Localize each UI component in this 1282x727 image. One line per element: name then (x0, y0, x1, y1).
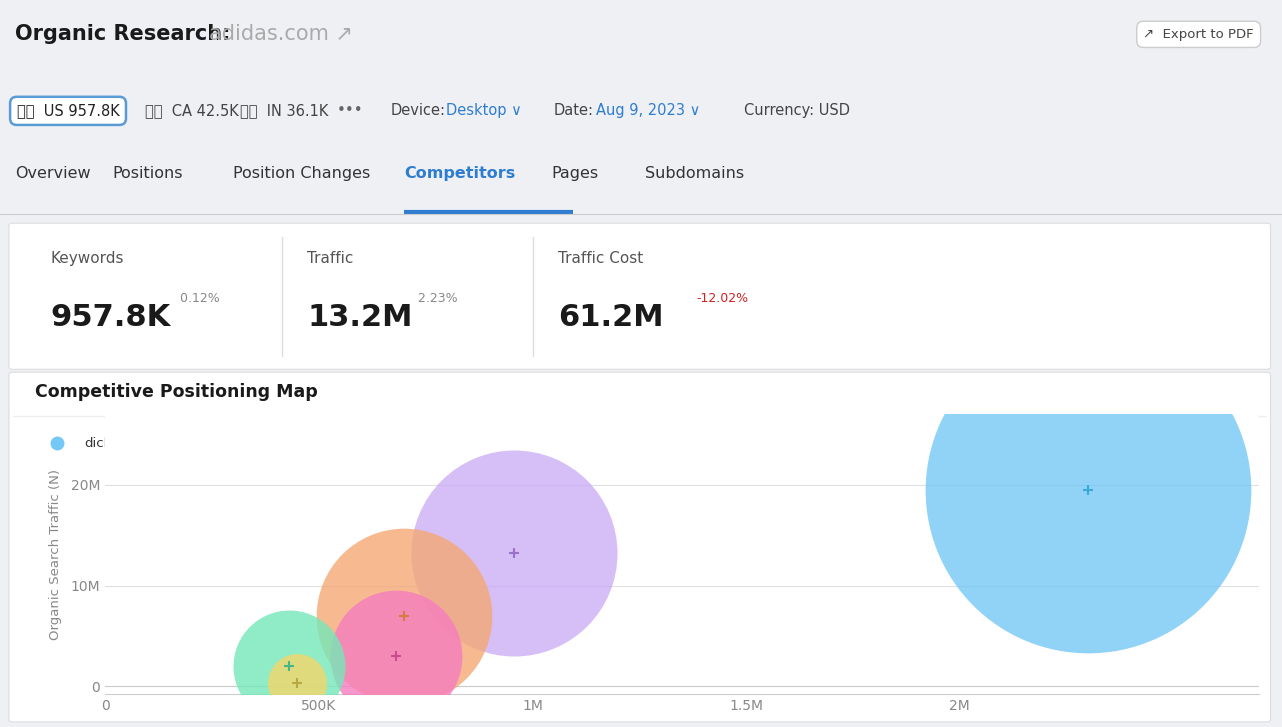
Text: 🇮🇳  IN 36.1K: 🇮🇳 IN 36.1K (240, 103, 328, 119)
Text: Positions: Positions (113, 166, 183, 181)
Text: Competitors: Competitors (404, 166, 515, 181)
Text: ↗  Export to PDF: ↗ Export to PDF (1144, 28, 1254, 41)
Point (504, 547, 524, 559)
Text: Traffic: Traffic (308, 251, 354, 266)
Text: Aug 9, 2023 ∨: Aug 9, 2023 ∨ (596, 103, 700, 119)
Text: finishline.com: finishline.com (278, 437, 372, 450)
Text: 🇺🇸  US 957.8K: 🇺🇸 US 957.8K (17, 103, 119, 119)
Text: Device:: Device: (391, 103, 446, 119)
Point (1078, 484, 1099, 496)
Text: 🇨🇦  CA 42.5K: 🇨🇦 CA 42.5K (145, 103, 238, 119)
Text: adidas.com ↗: adidas.com ↗ (209, 24, 353, 44)
Text: Currency: USD: Currency: USD (744, 103, 850, 119)
Text: 957.8K: 957.8K (50, 303, 171, 332)
Point (278, 660, 299, 672)
Text: Pages: Pages (551, 166, 599, 181)
Y-axis label: Organic Search Traffic (N): Organic Search Traffic (N) (49, 469, 63, 640)
Point (287, 677, 308, 688)
Text: adidas.com: adidas.com (974, 437, 1051, 450)
Text: Position Changes: Position Changes (233, 166, 370, 181)
Text: Organic Research:: Organic Research: (15, 24, 231, 44)
Text: Subdomains: Subdomains (645, 166, 744, 181)
Text: •••: ••• (337, 103, 364, 119)
Point (394, 610, 414, 622)
Text: dickssportinggoods.com: dickssportinggoods.com (85, 437, 246, 450)
Text: 0.12%: 0.12% (176, 292, 219, 305)
Text: 61.2M: 61.2M (558, 303, 664, 332)
Text: sportsdirect.com: sportsdirect.com (812, 437, 923, 450)
Text: Competitive Positioning Map: Competitive Positioning Map (36, 383, 318, 401)
Text: Date:: Date: (554, 103, 594, 119)
Text: Desktop ∨: Desktop ∨ (446, 103, 522, 119)
Text: 2.23%: 2.23% (414, 292, 458, 305)
Text: Overview: Overview (15, 166, 91, 181)
Text: footlocker.com: footlocker.com (467, 437, 564, 450)
Text: 13.2M: 13.2M (308, 303, 413, 332)
Point (386, 650, 406, 662)
Text: hibbett.com: hibbett.com (636, 437, 717, 450)
Text: -12.02%: -12.02% (696, 292, 749, 305)
Text: Keywords: Keywords (50, 251, 124, 266)
Text: Traffic Cost: Traffic Cost (558, 251, 644, 266)
